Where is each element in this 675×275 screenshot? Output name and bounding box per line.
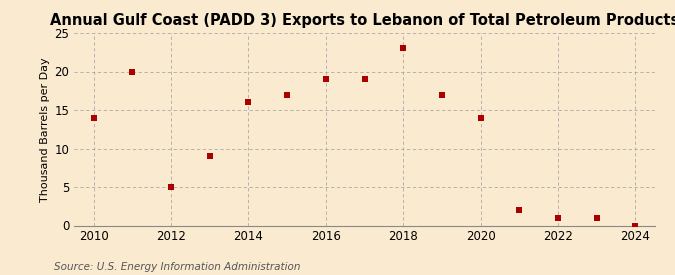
Point	[437, 92, 448, 97]
Point	[165, 185, 176, 189]
Point	[398, 46, 408, 51]
Text: Source: U.S. Energy Information Administration: Source: U.S. Energy Information Administ…	[54, 262, 300, 272]
Point	[243, 100, 254, 104]
Point	[281, 92, 292, 97]
Point	[88, 116, 99, 120]
Y-axis label: Thousand Barrels per Day: Thousand Barrels per Day	[40, 57, 51, 202]
Point	[553, 216, 564, 220]
Point	[475, 116, 486, 120]
Point	[205, 154, 215, 158]
Point	[591, 216, 602, 220]
Point	[321, 77, 331, 81]
Point	[359, 77, 370, 81]
Title: Annual Gulf Coast (PADD 3) Exports to Lebanon of Total Petroleum Products: Annual Gulf Coast (PADD 3) Exports to Le…	[50, 13, 675, 28]
Point	[630, 223, 641, 228]
Point	[514, 208, 524, 212]
Point	[127, 69, 138, 74]
